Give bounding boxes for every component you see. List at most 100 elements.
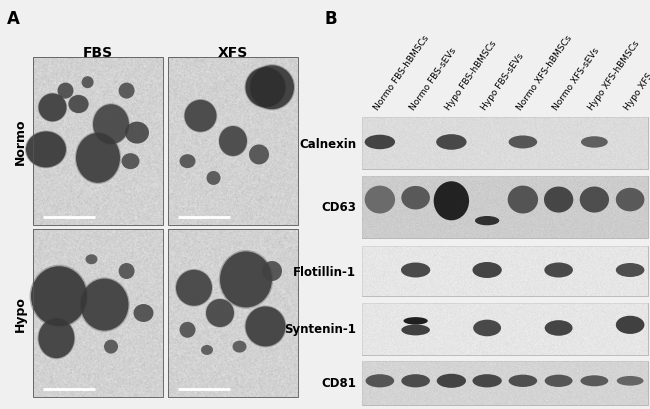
Ellipse shape xyxy=(82,77,94,89)
Ellipse shape xyxy=(580,375,608,387)
Ellipse shape xyxy=(125,122,149,144)
Ellipse shape xyxy=(81,279,129,331)
Ellipse shape xyxy=(508,186,538,214)
Bar xyxy=(362,303,648,355)
Ellipse shape xyxy=(31,267,87,326)
Text: FBS: FBS xyxy=(83,46,113,60)
Ellipse shape xyxy=(219,127,247,157)
Ellipse shape xyxy=(580,187,609,213)
Ellipse shape xyxy=(545,320,573,336)
Ellipse shape xyxy=(86,255,97,265)
Ellipse shape xyxy=(75,132,121,184)
Ellipse shape xyxy=(38,94,67,123)
Ellipse shape xyxy=(401,187,430,210)
Ellipse shape xyxy=(473,374,502,387)
Ellipse shape xyxy=(401,374,430,387)
Text: XFS: XFS xyxy=(218,46,248,60)
Ellipse shape xyxy=(207,171,220,186)
Ellipse shape xyxy=(176,270,212,306)
Ellipse shape xyxy=(544,187,573,213)
Ellipse shape xyxy=(38,319,74,358)
Ellipse shape xyxy=(246,68,285,108)
Ellipse shape xyxy=(401,325,430,335)
Text: Normo XFS-sEVs: Normo XFS-sEVs xyxy=(551,46,601,112)
Text: Normo XFS-hBMSCs: Normo XFS-hBMSCs xyxy=(515,34,574,112)
Text: Hypo: Hypo xyxy=(14,295,27,331)
Ellipse shape xyxy=(473,262,502,278)
Ellipse shape xyxy=(93,105,129,145)
Ellipse shape xyxy=(175,269,213,307)
Ellipse shape xyxy=(38,317,75,360)
Ellipse shape xyxy=(244,67,287,109)
Ellipse shape xyxy=(473,320,501,337)
Ellipse shape xyxy=(76,133,120,183)
Ellipse shape xyxy=(220,252,272,308)
Ellipse shape xyxy=(68,96,88,114)
Ellipse shape xyxy=(205,299,235,328)
Text: B: B xyxy=(325,10,337,28)
Ellipse shape xyxy=(30,265,88,328)
Ellipse shape xyxy=(122,154,140,170)
Text: Syntenin-1: Syntenin-1 xyxy=(284,323,356,336)
Text: Normo FBS-sEVs: Normo FBS-sEVs xyxy=(408,46,458,112)
Bar xyxy=(168,58,298,225)
Text: Hypo XFS-hBMSCs: Hypo XFS-hBMSCs xyxy=(587,39,642,112)
Ellipse shape xyxy=(436,135,467,151)
Ellipse shape xyxy=(365,135,395,150)
Ellipse shape xyxy=(250,66,294,110)
Ellipse shape xyxy=(68,95,89,114)
Bar xyxy=(33,229,163,397)
Bar xyxy=(362,246,648,296)
Ellipse shape xyxy=(249,65,295,111)
Text: Flotillin-1: Flotillin-1 xyxy=(293,265,356,278)
Text: Normo: Normo xyxy=(14,119,27,165)
Text: CD63: CD63 xyxy=(321,201,356,214)
Text: Normo FBS-hBMSCs: Normo FBS-hBMSCs xyxy=(372,34,431,112)
Text: A: A xyxy=(7,10,20,28)
Ellipse shape xyxy=(25,131,67,169)
Ellipse shape xyxy=(545,375,573,387)
Ellipse shape xyxy=(401,263,430,278)
Ellipse shape xyxy=(262,261,282,281)
Ellipse shape xyxy=(508,375,537,387)
Ellipse shape xyxy=(179,155,196,169)
Ellipse shape xyxy=(475,216,499,226)
Text: Hypo FBS-sEVs: Hypo FBS-sEVs xyxy=(480,52,526,112)
Ellipse shape xyxy=(79,278,130,332)
Ellipse shape xyxy=(104,340,118,354)
Ellipse shape xyxy=(92,104,130,146)
Ellipse shape xyxy=(404,317,428,325)
Ellipse shape xyxy=(201,345,213,355)
Bar xyxy=(362,361,648,405)
Text: Hypo XFS-sEVs: Hypo XFS-sEVs xyxy=(623,52,650,112)
Bar xyxy=(362,177,648,238)
Ellipse shape xyxy=(57,83,73,99)
Bar xyxy=(168,229,298,397)
Ellipse shape xyxy=(434,182,469,221)
Ellipse shape xyxy=(246,307,285,346)
Ellipse shape xyxy=(218,250,273,309)
Ellipse shape xyxy=(118,83,135,99)
Ellipse shape xyxy=(38,94,66,122)
Ellipse shape xyxy=(616,263,644,277)
Text: CD81: CD81 xyxy=(321,377,356,389)
Ellipse shape xyxy=(544,263,573,278)
Ellipse shape xyxy=(365,374,394,387)
Ellipse shape xyxy=(218,126,248,157)
Ellipse shape xyxy=(249,145,269,165)
Ellipse shape xyxy=(118,263,135,279)
Ellipse shape xyxy=(185,101,216,133)
Ellipse shape xyxy=(437,374,466,388)
Ellipse shape xyxy=(179,322,196,338)
Ellipse shape xyxy=(508,136,537,149)
Text: Hypo FBS-hBMSCs: Hypo FBS-hBMSCs xyxy=(444,39,499,112)
Ellipse shape xyxy=(233,341,246,353)
Bar xyxy=(33,58,163,225)
Ellipse shape xyxy=(26,132,66,168)
Ellipse shape xyxy=(617,376,644,386)
Ellipse shape xyxy=(133,304,153,322)
Ellipse shape xyxy=(616,188,644,212)
Ellipse shape xyxy=(581,137,608,148)
Ellipse shape xyxy=(365,186,395,214)
Ellipse shape xyxy=(206,299,234,327)
